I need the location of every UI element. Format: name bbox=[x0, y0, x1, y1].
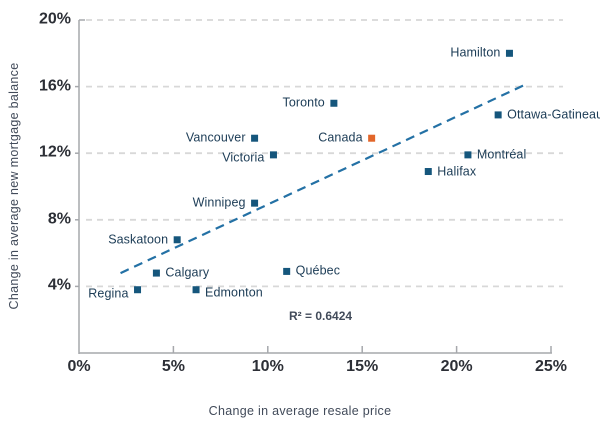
data-point-marker bbox=[424, 168, 432, 176]
y-tick-label: 12% bbox=[38, 143, 71, 161]
x-tick-label: 10% bbox=[251, 358, 284, 375]
data-point-label: Canada bbox=[318, 130, 363, 145]
y-tick-label: 20% bbox=[38, 10, 71, 28]
data-point-label: Toronto bbox=[282, 95, 325, 110]
r-squared-annotation: R² = 0.6424 bbox=[289, 309, 353, 323]
x-tick-label: 25% bbox=[534, 358, 568, 375]
data-point-label: Ottawa-Gatineau bbox=[507, 107, 600, 122]
y-tick-label: 8% bbox=[47, 210, 71, 228]
data-point-marker bbox=[192, 286, 200, 294]
data-point-label: Hamilton bbox=[450, 46, 501, 61]
y-tick-label: 16% bbox=[38, 77, 71, 95]
data-point-label: Winnipeg bbox=[192, 195, 246, 210]
data-point-label: Victoria bbox=[222, 150, 265, 165]
data-point-marker bbox=[134, 286, 142, 294]
data-point-marker bbox=[494, 111, 502, 119]
data-point-label: Calgary bbox=[165, 265, 210, 280]
data-point-marker bbox=[505, 49, 513, 57]
data-point-label: Halifax bbox=[437, 164, 477, 179]
data-point-marker bbox=[330, 99, 338, 107]
trendline bbox=[120, 83, 526, 275]
data-point-marker bbox=[464, 151, 472, 159]
y-tick-label: 4% bbox=[47, 277, 71, 295]
x-tick-label: 15% bbox=[346, 358, 379, 375]
data-point-label: Regina bbox=[88, 286, 129, 301]
data-point-marker bbox=[152, 269, 160, 277]
data-point-marker bbox=[251, 199, 259, 207]
x-axis-title: Change in average resale price bbox=[208, 404, 392, 418]
data-point-marker bbox=[251, 134, 259, 142]
data-point-label: Québec bbox=[295, 264, 341, 279]
y-axis-title: Change in average new mortgage balance bbox=[7, 62, 21, 310]
data-point-marker bbox=[269, 151, 277, 159]
x-tick-label: 5% bbox=[161, 358, 185, 375]
data-point-label: Edmonton bbox=[205, 285, 263, 300]
data-point-label: Saskatoon bbox=[108, 232, 169, 247]
data-point-label: Montréal bbox=[476, 147, 527, 162]
data-point-marker bbox=[283, 267, 291, 275]
x-tick-label: 20% bbox=[440, 358, 473, 375]
data-point-marker bbox=[368, 134, 376, 142]
data-point-label: Vancouver bbox=[185, 130, 246, 145]
x-tick-label: 0% bbox=[67, 358, 91, 375]
data-point-marker bbox=[173, 236, 181, 244]
